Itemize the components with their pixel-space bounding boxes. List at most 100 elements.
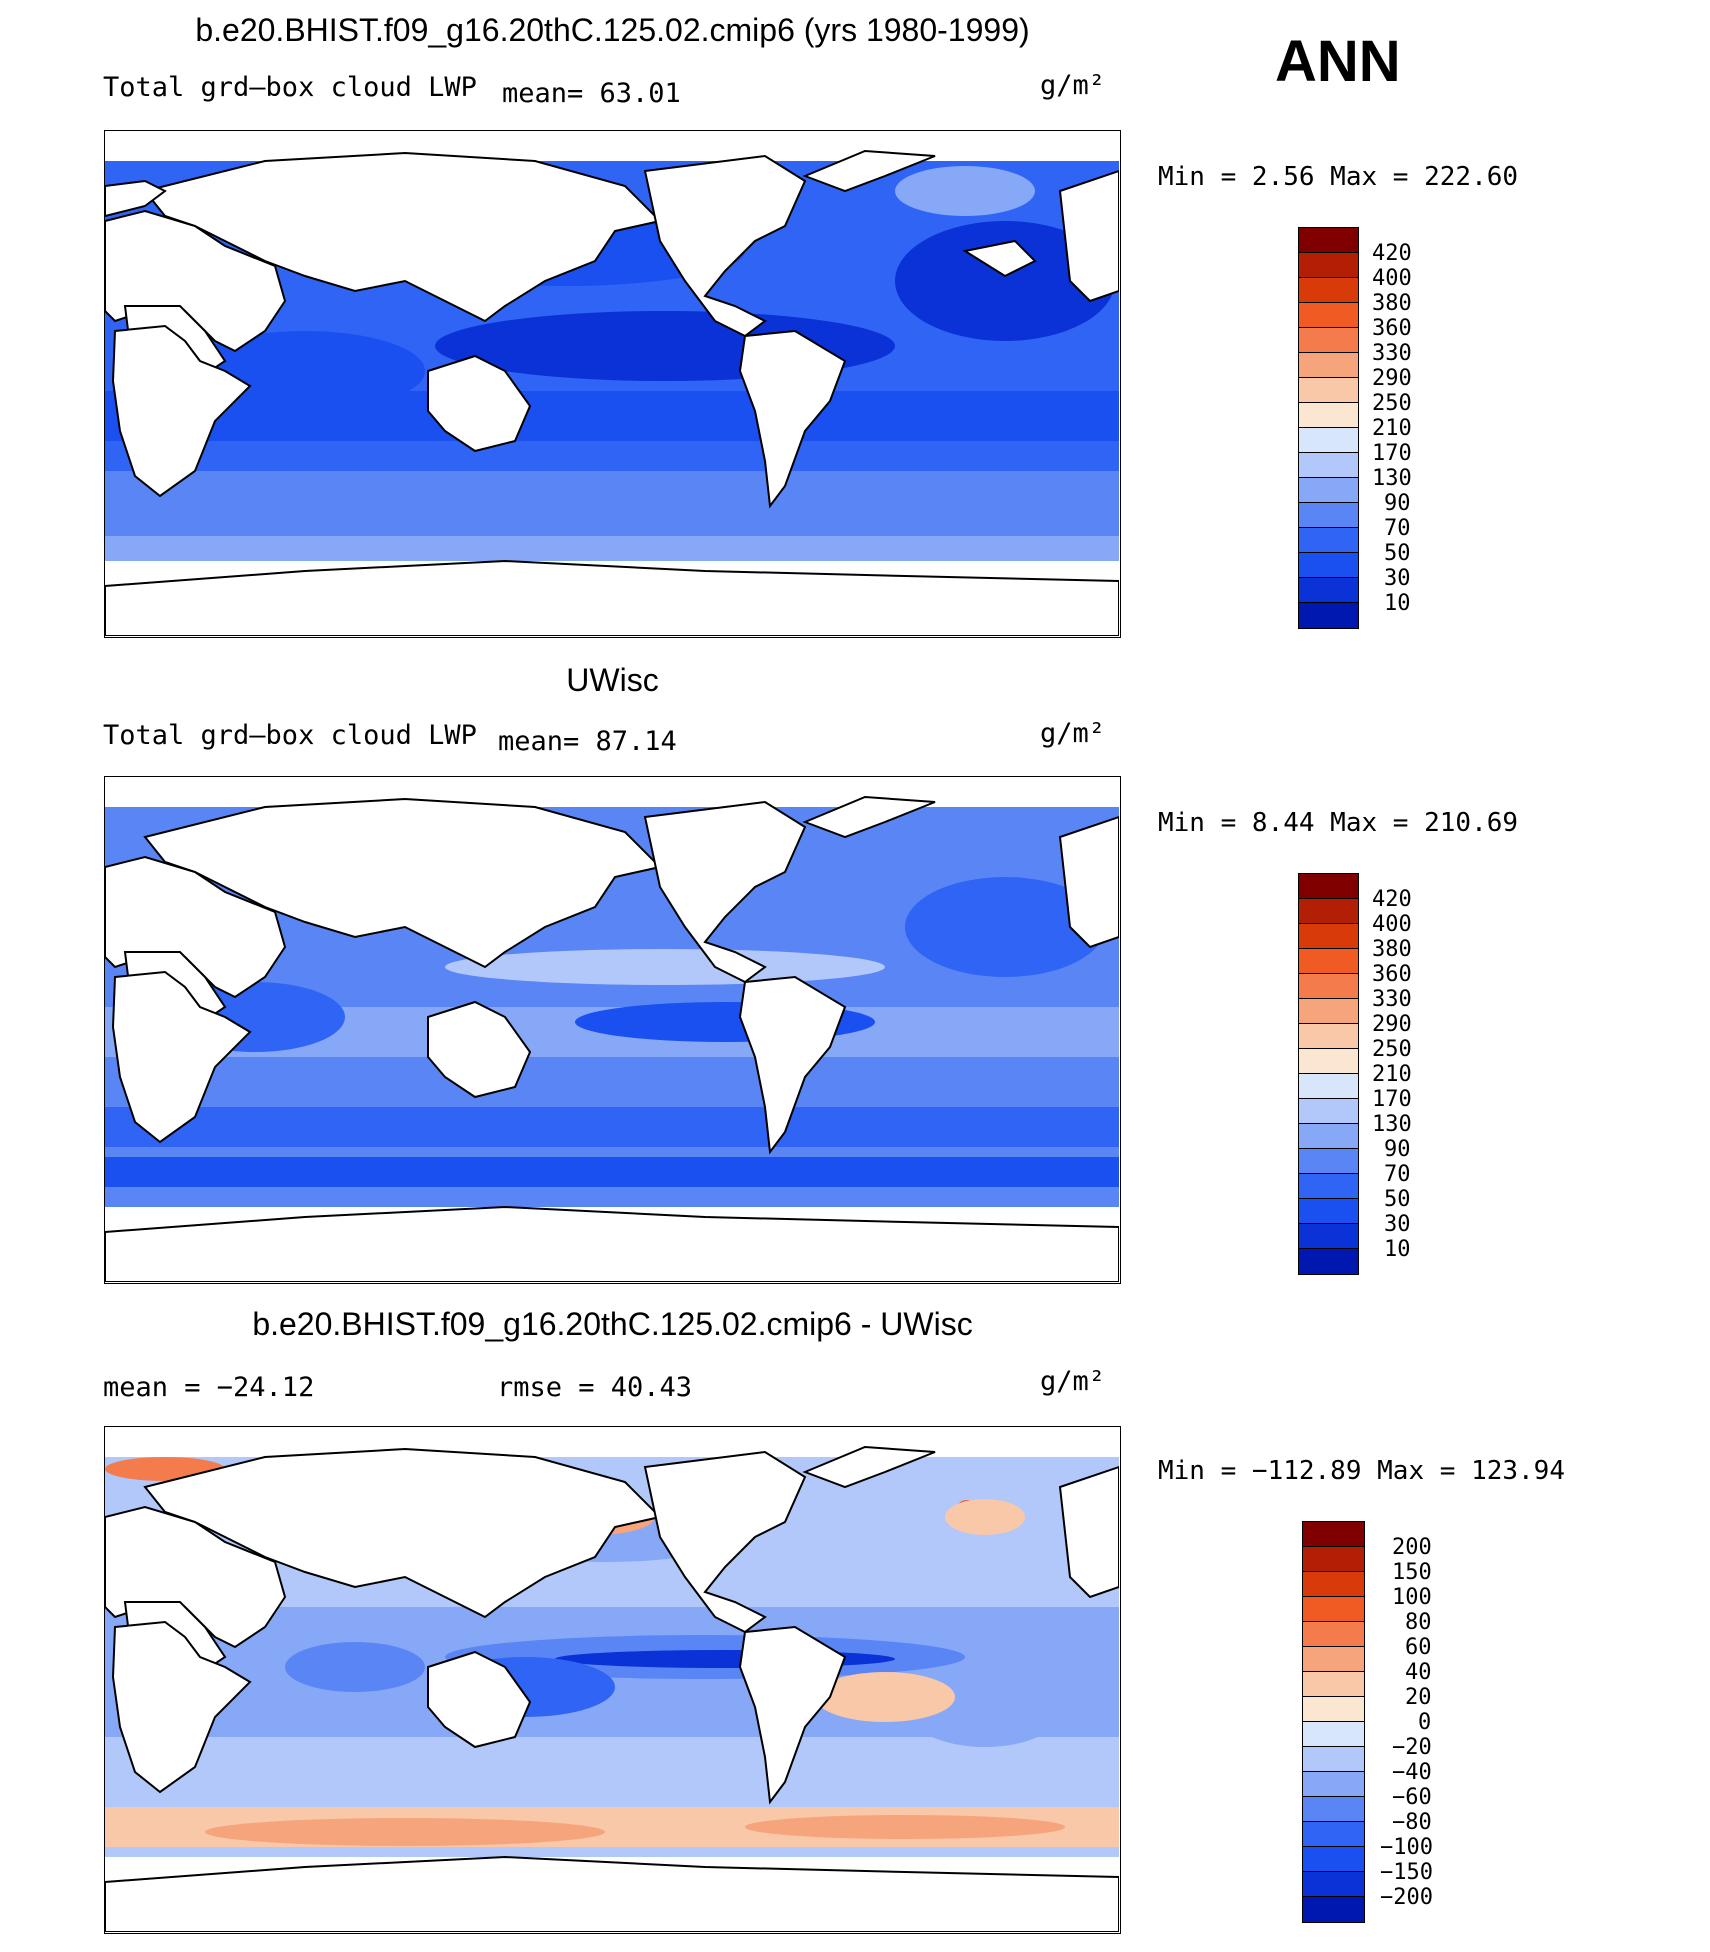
- swatch: [1299, 228, 1358, 253]
- swatch: [1303, 1697, 1364, 1722]
- swatch: [1303, 1847, 1364, 1872]
- swatch: [1303, 1772, 1364, 1797]
- swatch: [1299, 1074, 1358, 1099]
- colorbar-label: 20: [1405, 1685, 1432, 1710]
- swatch: [1299, 378, 1358, 403]
- panel2-minmax: Min = 8.44 Max = 210.69: [1158, 808, 1519, 838]
- swatch: [1299, 974, 1358, 999]
- season-label: ANN: [1275, 29, 1401, 94]
- panel3-title: b.e20.BHIST.f09_g16.20thC.125.02.cmip6 -…: [252, 1306, 973, 1342]
- panel1-variable: Total grd–box cloud LWP: [103, 72, 477, 103]
- colorbar-label: 30: [1384, 1212, 1411, 1237]
- colorbar-label: 10: [1384, 1237, 1411, 1262]
- panel1-map: [104, 130, 1121, 638]
- swatch: [1303, 1872, 1364, 1897]
- colorbar-label: 10: [1384, 591, 1411, 616]
- swatch: [1303, 1722, 1364, 1747]
- swatch: [1299, 874, 1358, 899]
- colorbar-label: 130: [1372, 466, 1412, 491]
- swatch: [1299, 1149, 1358, 1174]
- swatch: [1299, 553, 1358, 578]
- colorbar-label: −100: [1380, 1835, 1433, 1860]
- colorbar-label: 130: [1372, 1112, 1412, 1137]
- swatch: [1299, 924, 1358, 949]
- colorbar-label: 400: [1372, 266, 1412, 291]
- panel1-title: b.e20.BHIST.f09_g16.20thC.125.02.cmip6 (…: [195, 12, 1030, 48]
- panel3-map: [104, 1426, 1121, 1934]
- panel3-colorbar: [1302, 1521, 1365, 1923]
- colorbar-label: 60: [1405, 1635, 1432, 1660]
- swatch: [1299, 303, 1358, 328]
- colorbar-label: −40: [1392, 1760, 1432, 1785]
- colorbar-label: 210: [1372, 1062, 1412, 1087]
- panel2-mean: mean= 87.14: [498, 726, 677, 757]
- colorbar-label: −200: [1380, 1885, 1433, 1910]
- swatch: [1299, 403, 1358, 428]
- swatch: [1299, 328, 1358, 353]
- swatch: [1303, 1572, 1364, 1597]
- swatch: [1303, 1597, 1364, 1622]
- swatch: [1303, 1797, 1364, 1822]
- panel2-map-svg: [105, 777, 1119, 1282]
- colorbar-label: 200: [1392, 1535, 1432, 1560]
- swatch: [1299, 1124, 1358, 1149]
- colorbar-label: 360: [1372, 962, 1412, 987]
- swatch: [1303, 1622, 1364, 1647]
- colorbar-label: 290: [1372, 366, 1412, 391]
- colorbar-label: 330: [1372, 987, 1412, 1012]
- swatch: [1299, 578, 1358, 603]
- panel2-title: UWisc: [566, 662, 659, 698]
- swatch: [1299, 1174, 1358, 1199]
- swatch: [1299, 603, 1358, 628]
- panel3-minmax: Min = −112.89 Max = 123.94: [1158, 1456, 1565, 1486]
- swatch: [1299, 1199, 1358, 1224]
- panel3-mean: mean = −24.12: [103, 1372, 315, 1403]
- colorbar-label: 210: [1372, 416, 1412, 441]
- colorbar-label: 380: [1372, 937, 1412, 962]
- swatch: [1299, 453, 1358, 478]
- panel2-map: [104, 776, 1121, 1284]
- swatch: [1299, 528, 1358, 553]
- colorbar-label: 420: [1372, 887, 1412, 912]
- panel2-colorbar: [1298, 873, 1359, 1275]
- swatch: [1299, 949, 1358, 974]
- colorbar-label: 330: [1372, 341, 1412, 366]
- colorbar-label: 420: [1372, 241, 1412, 266]
- swatch: [1303, 1547, 1364, 1572]
- colorbar-label: 40: [1405, 1660, 1432, 1685]
- colorbar-label: 250: [1372, 1037, 1412, 1062]
- panel2-units: g/m²: [1040, 718, 1106, 749]
- swatch: [1303, 1522, 1364, 1547]
- swatch: [1299, 1024, 1358, 1049]
- panel1-units: g/m²: [1040, 70, 1106, 101]
- swatch: [1299, 1099, 1358, 1124]
- colorbar-label: −60: [1392, 1785, 1432, 1810]
- panel1-mean: mean= 63.01: [502, 78, 681, 109]
- panel3-rmse: rmse = 40.43: [497, 1372, 693, 1403]
- colorbar-label: −20: [1392, 1735, 1432, 1760]
- swatch: [1299, 253, 1358, 278]
- panel1-minmax: Min = 2.56 Max = 222.60: [1158, 162, 1519, 192]
- panel3-map-svg: [105, 1427, 1119, 1932]
- panel1-colorbar: [1298, 227, 1359, 629]
- swatch: [1299, 899, 1358, 924]
- colorbar-label: 170: [1372, 441, 1412, 466]
- swatch: [1299, 503, 1358, 528]
- swatch: [1303, 1672, 1364, 1697]
- panel3-units: g/m²: [1040, 1366, 1106, 1397]
- colorbar-label: 290: [1372, 1012, 1412, 1037]
- colorbar-label: 100: [1392, 1585, 1432, 1610]
- swatch: [1299, 999, 1358, 1024]
- colorbar-label: 170: [1372, 1087, 1412, 1112]
- swatch: [1303, 1747, 1364, 1772]
- colorbar-label: −150: [1380, 1860, 1433, 1885]
- colorbar-label: 90: [1384, 491, 1411, 516]
- swatch: [1299, 1049, 1358, 1074]
- swatch: [1299, 1224, 1358, 1249]
- colorbar-label: 50: [1384, 541, 1411, 566]
- colorbar-label: 70: [1384, 1162, 1411, 1187]
- panel1-map-svg: [105, 131, 1119, 636]
- colorbar-label: 400: [1372, 912, 1412, 937]
- colorbar-label: 50: [1384, 1187, 1411, 1212]
- swatch: [1299, 278, 1358, 303]
